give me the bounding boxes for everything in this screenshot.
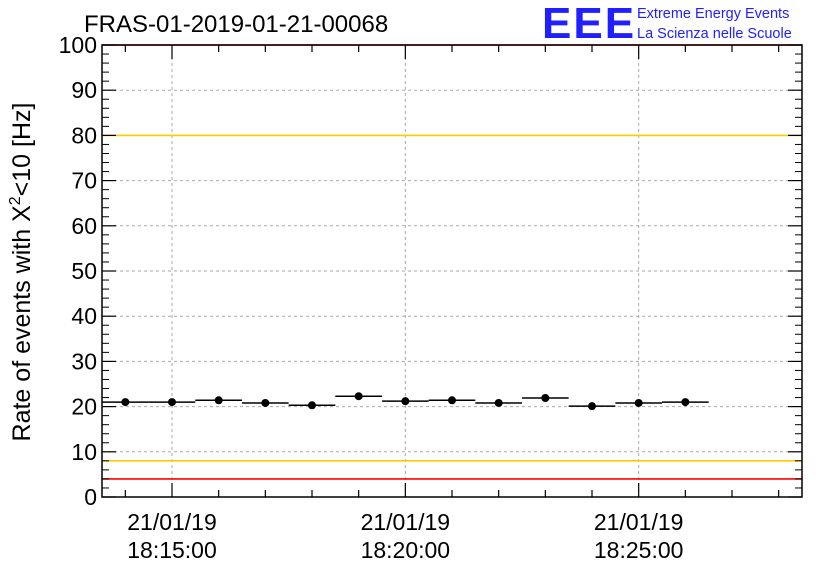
y-axis-label-main: Rate of events with X — [8, 205, 36, 442]
y-axis-label-sup: 2 — [7, 196, 24, 205]
data-point — [541, 394, 550, 403]
data-point — [261, 398, 270, 407]
eee-logo-text: EEE — [542, 0, 636, 48]
y-tick-labels: 0 10 20 30 40 50 60 70 80 90 100 — [59, 32, 97, 510]
y-tick-label: 60 — [71, 213, 97, 239]
y-tick-label: 40 — [71, 303, 97, 329]
data-point — [494, 398, 503, 407]
data-point — [588, 402, 596, 411]
data-point — [168, 398, 176, 407]
x-tick-label-time: 18:20:00 — [361, 537, 451, 563]
axis-ticks — [102, 44, 802, 498]
y-axis-label: Rate of events with X2<10 [Hz] — [7, 103, 36, 442]
y-tick-label: 30 — [71, 348, 97, 374]
chart-title: FRAS-01-2019-01-21-00068 — [84, 11, 388, 38]
y-tick-label: 70 — [71, 168, 97, 194]
x-tick-labels: 21/01/1918:15:0021/01/1918:20:0021/01/19… — [127, 509, 683, 563]
y-tick-label: 0 — [84, 484, 97, 510]
y-tick-label: 80 — [71, 122, 97, 148]
eee-logo: EEE Extreme Energy Events La Scienza nel… — [542, 0, 792, 48]
x-tick-label-date: 21/01/19 — [127, 509, 217, 535]
x-tick-label-date: 21/01/19 — [594, 509, 684, 535]
y-tick-label: 50 — [71, 258, 97, 284]
svg-text:Rate of events with X2<10 [Hz]: Rate of events with X2<10 [Hz] — [7, 103, 36, 442]
data-point — [214, 396, 223, 405]
reference-lines — [102, 44, 802, 480]
data-point — [401, 397, 410, 406]
x-tick-label-date: 21/01/19 — [361, 509, 451, 535]
data-point — [448, 396, 456, 405]
plot-frame — [101, 44, 803, 498]
logo-line-1: Extreme Energy Events — [637, 6, 789, 22]
y-tick-label: 20 — [71, 394, 97, 420]
y-axis-label-rest: <10 [Hz] — [8, 103, 36, 197]
data-point — [681, 398, 690, 407]
y-tick-label: 90 — [71, 77, 97, 103]
data-point — [354, 392, 363, 401]
data-point — [121, 398, 130, 407]
x-tick-label-time: 18:25:00 — [594, 537, 684, 563]
data-points — [102, 392, 709, 411]
x-tick-label-time: 18:15:00 — [127, 537, 217, 563]
y-tick-label: 10 — [71, 439, 97, 465]
data-point — [308, 401, 316, 410]
grid — [102, 45, 802, 497]
logo-line-2: La Scienza nelle Scuole — [637, 26, 792, 42]
y-tick-label: 100 — [59, 32, 97, 58]
data-point — [634, 398, 643, 407]
